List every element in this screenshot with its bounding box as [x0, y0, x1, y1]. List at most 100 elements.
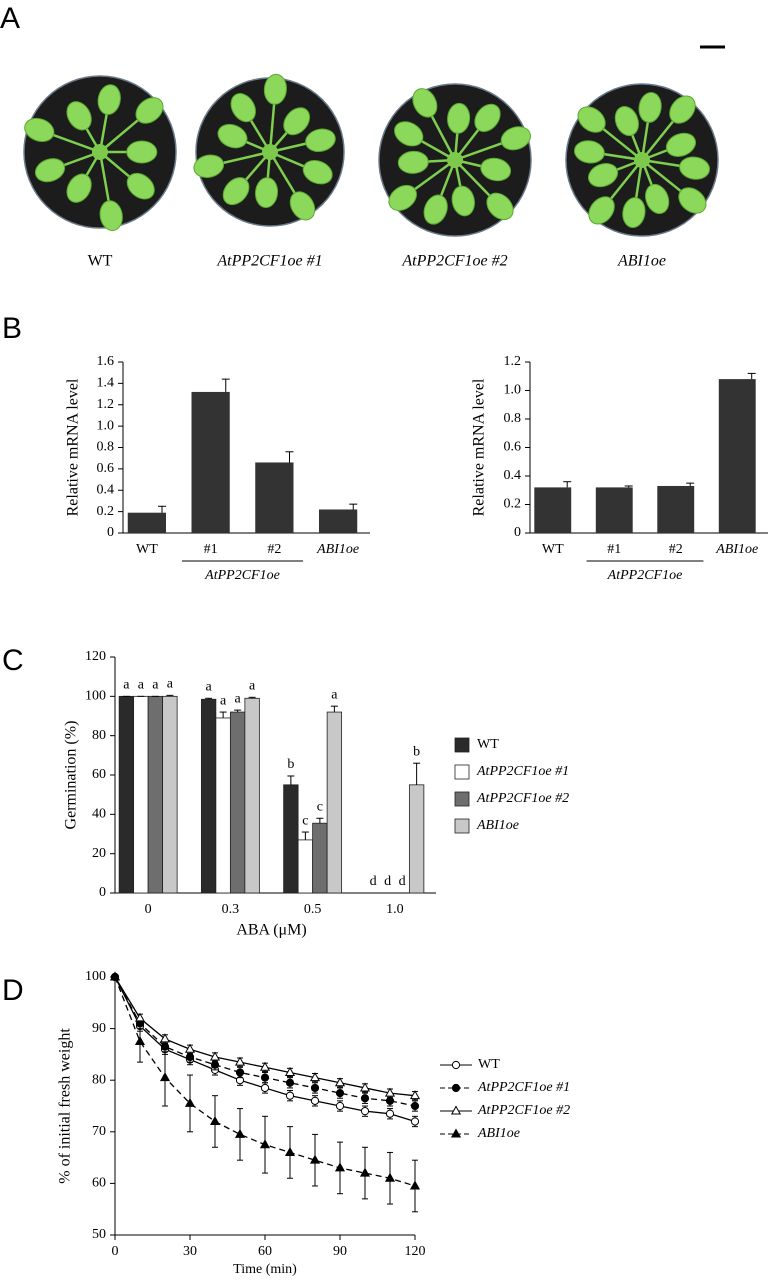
marker	[384, 1172, 396, 1182]
significance-letter: a	[331, 687, 338, 702]
legend-label: ABI1oe	[476, 818, 519, 833]
marker	[360, 1107, 370, 1116]
leaf	[669, 95, 696, 124]
y-tick-label: 40	[92, 807, 106, 822]
leaf	[423, 194, 448, 225]
significance-letter: a	[235, 691, 242, 706]
leaf	[394, 121, 424, 147]
marker	[234, 1056, 246, 1066]
leaf	[283, 107, 311, 136]
marker	[284, 1066, 296, 1076]
panel-letter: D	[2, 974, 24, 1007]
significance-letter: a	[249, 679, 256, 694]
leaf	[217, 123, 248, 149]
marker	[359, 1167, 371, 1177]
marker	[209, 1115, 221, 1125]
legend-marker	[451, 1060, 461, 1070]
bar	[326, 711, 343, 894]
significance-letter: b	[413, 744, 420, 759]
y-tick-label: 0	[99, 885, 106, 900]
marker	[134, 1035, 146, 1045]
bar	[229, 711, 246, 894]
marker	[384, 1087, 396, 1097]
y-tick-label: 1.2	[504, 354, 522, 369]
x-tick-label: 120	[405, 1244, 426, 1259]
marker	[385, 1096, 395, 1105]
leaf	[24, 117, 55, 142]
bar	[244, 697, 260, 894]
leaf	[99, 200, 123, 232]
y-axis-label: Relative mRNA level	[65, 378, 82, 516]
y-tick-label: 0.2	[97, 504, 115, 519]
y-tick-label: 1.2	[97, 397, 115, 412]
leaf	[66, 101, 92, 131]
x-tick-label: 0	[145, 902, 152, 917]
marker	[285, 1091, 295, 1100]
marker	[134, 1012, 146, 1022]
y-tick-label: 60	[92, 1176, 106, 1191]
y-tick-label: 120	[85, 649, 106, 664]
bar	[215, 717, 231, 894]
marker	[360, 1094, 370, 1103]
leaf	[388, 184, 417, 211]
marker	[260, 1083, 270, 1093]
marker	[409, 1180, 421, 1190]
significance-letter: a	[138, 678, 145, 693]
y-axis-label: Germination (%)	[63, 721, 80, 830]
leaf	[126, 172, 155, 200]
rosette-center	[634, 152, 650, 168]
bar	[191, 391, 230, 533]
bar	[312, 822, 328, 894]
bar	[162, 695, 178, 894]
bar	[595, 487, 633, 533]
y-tick-label: 0	[514, 525, 521, 540]
x-tick-label: WT	[542, 542, 564, 557]
marker	[210, 1060, 220, 1069]
marker	[410, 1101, 420, 1111]
panel-letter: B	[2, 312, 22, 345]
x-tick-label: 0	[112, 1244, 119, 1259]
bar	[255, 462, 294, 533]
leaf	[412, 88, 438, 118]
y-tick-label: 0.8	[504, 411, 522, 426]
x-tick-label: 30	[183, 1244, 197, 1259]
leaf	[622, 197, 646, 228]
bar	[534, 487, 572, 533]
series-line	[114, 976, 416, 1123]
leaf	[34, 158, 66, 183]
x-tick-label: 0.3	[222, 902, 240, 917]
y-tick-label: 60	[92, 767, 106, 782]
marker	[259, 1139, 271, 1149]
leaf	[222, 177, 250, 206]
genotype-label: AtPP2CF1oe #1	[216, 253, 322, 270]
leaf	[126, 140, 158, 164]
x-axis-label: Time (min)	[233, 1262, 297, 1277]
significance-letter: a	[206, 680, 213, 695]
marker	[310, 1096, 320, 1105]
x-tick-label: #1	[204, 542, 218, 557]
marker	[259, 1061, 271, 1071]
leaf	[451, 185, 475, 217]
leaf	[302, 159, 333, 185]
bar	[718, 379, 756, 533]
legend-label: WT	[477, 737, 499, 752]
x-tick-label: #2	[669, 542, 683, 557]
panel-letter: A	[0, 2, 20, 35]
x-axis-label: ABA (μM)	[236, 922, 306, 939]
y-tick-label: 0.4	[97, 482, 115, 497]
leaf	[614, 106, 639, 137]
plant-photos	[23, 73, 719, 237]
leaf	[397, 150, 429, 174]
marker	[334, 1077, 346, 1087]
leaf	[135, 97, 164, 124]
marker	[109, 971, 121, 981]
marker	[334, 1162, 346, 1172]
rosette-center	[92, 144, 108, 160]
leaf	[263, 73, 287, 105]
bar	[200, 698, 217, 894]
legend-label: ABI1oe	[477, 1126, 520, 1141]
marker	[209, 1051, 221, 1061]
y-axis-label: % of initial fresh weight	[57, 1028, 74, 1184]
marker	[335, 1101, 345, 1111]
marker	[184, 1097, 196, 1107]
